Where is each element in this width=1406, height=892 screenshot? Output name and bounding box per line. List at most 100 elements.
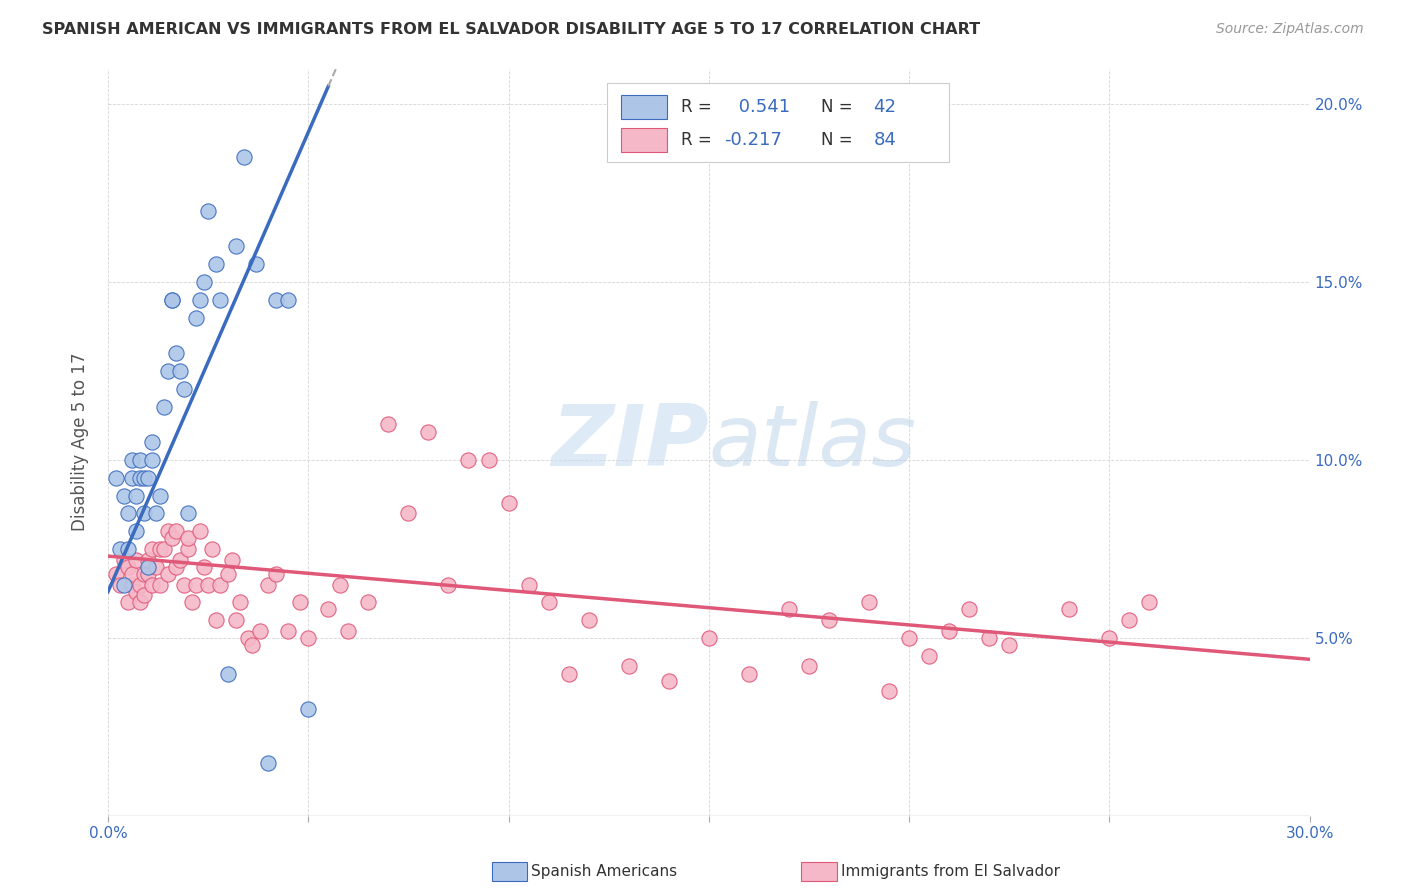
Point (517, 577, 540, 591)
Text: ZIP: ZIP (551, 401, 709, 483)
Point (157, 566, 180, 581)
Point (277, 624, 299, 638)
Point (184, 577, 207, 591)
Point (938, 624, 960, 638)
Text: SPANISH AMERICAN VS IMMIGRANTS FROM EL SALVADOR DISABILITY AGE 5 TO 17 CORRELATI: SPANISH AMERICAN VS IMMIGRANTS FROM EL S… (42, 22, 980, 37)
Point (153, 541, 176, 556)
Point (205, 257, 228, 271)
Point (858, 595, 880, 609)
FancyBboxPatch shape (621, 128, 666, 153)
Text: 42: 42 (873, 97, 897, 116)
Point (188, 293, 211, 307)
Point (177, 541, 200, 556)
Point (117, 559, 139, 574)
Point (264, 293, 287, 307)
Point (136, 566, 159, 581)
Point (165, 524, 187, 538)
Point (160, 293, 183, 307)
Point (165, 346, 187, 360)
Point (149, 541, 172, 556)
Text: Immigrants from El Salvador: Immigrants from El Salvador (841, 864, 1060, 879)
Point (290, 595, 312, 609)
Point (129, 577, 152, 591)
Point (918, 648, 941, 663)
Point (181, 595, 204, 609)
FancyBboxPatch shape (606, 84, 949, 162)
Point (117, 541, 139, 556)
Point (173, 382, 195, 396)
Point (173, 577, 195, 591)
Point (457, 453, 479, 467)
Text: Spanish Americans: Spanish Americans (531, 864, 678, 879)
Point (238, 631, 260, 645)
Point (998, 638, 1021, 652)
Point (316, 602, 339, 616)
Point (329, 577, 352, 591)
Point (157, 364, 180, 378)
Point (778, 602, 800, 616)
Text: N =: N = (821, 97, 852, 116)
Point (537, 595, 560, 609)
Point (297, 702, 319, 716)
Point (898, 631, 921, 645)
Point (108, 541, 131, 556)
Point (136, 552, 159, 566)
Point (437, 577, 460, 591)
Point (117, 507, 139, 521)
Point (418, 425, 440, 439)
Point (498, 496, 520, 510)
Point (112, 552, 135, 566)
Point (201, 541, 224, 556)
Point (557, 666, 579, 681)
Text: -0.217: -0.217 (724, 131, 782, 149)
Point (136, 559, 159, 574)
Point (160, 293, 183, 307)
Point (132, 507, 155, 521)
Point (153, 400, 176, 414)
Point (160, 531, 183, 545)
Point (112, 489, 135, 503)
Point (377, 417, 399, 432)
Point (818, 613, 841, 627)
Point (738, 666, 761, 681)
Y-axis label: Disability Age 5 to 17: Disability Age 5 to 17 (72, 353, 89, 532)
Point (197, 203, 219, 218)
Point (1059, 602, 1081, 616)
Point (193, 559, 215, 574)
Point (1098, 631, 1121, 645)
Point (240, 638, 263, 652)
Point (157, 524, 180, 538)
Point (396, 507, 419, 521)
Point (121, 577, 143, 591)
Point (245, 257, 267, 271)
Point (1139, 595, 1161, 609)
Point (145, 559, 167, 574)
Point (197, 577, 219, 591)
Text: R =: R = (681, 131, 711, 149)
Point (578, 613, 600, 627)
Point (209, 577, 232, 591)
Text: Source: ZipAtlas.com: Source: ZipAtlas.com (1216, 22, 1364, 37)
Point (108, 577, 131, 591)
Point (169, 552, 191, 566)
Point (169, 364, 191, 378)
Point (145, 507, 167, 521)
Point (141, 577, 163, 591)
Point (337, 624, 360, 638)
Point (233, 151, 256, 165)
Point (105, 566, 128, 581)
Point (117, 595, 139, 609)
FancyBboxPatch shape (621, 95, 666, 119)
Point (229, 595, 252, 609)
Point (297, 631, 319, 645)
Point (184, 310, 207, 325)
Point (132, 566, 155, 581)
Point (177, 507, 200, 521)
Point (357, 595, 380, 609)
Point (617, 659, 640, 673)
Point (877, 684, 900, 698)
Point (249, 624, 271, 638)
Text: atlas: atlas (709, 401, 917, 483)
Point (217, 666, 239, 681)
Point (193, 275, 215, 289)
